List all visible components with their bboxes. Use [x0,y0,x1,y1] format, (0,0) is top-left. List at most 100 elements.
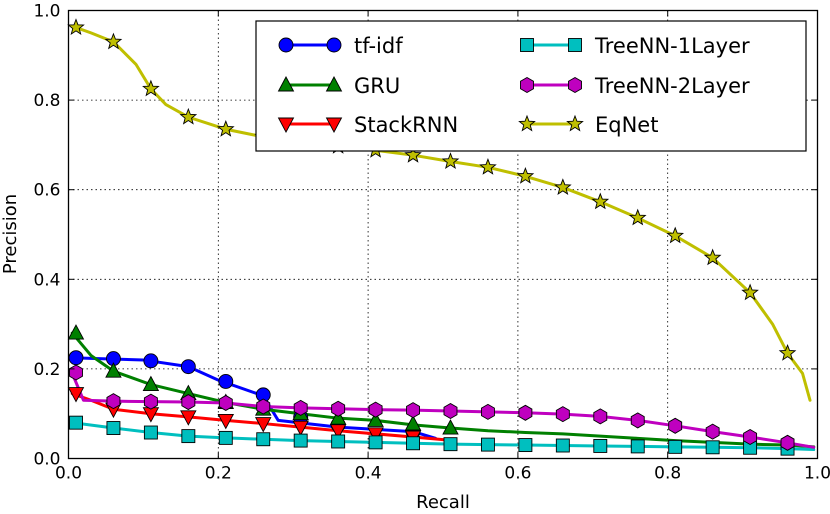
y-tick-label: 0.2 [33,360,60,380]
data-point-treenn-1layer [293,433,308,448]
data-point-stackrnn [217,413,235,430]
legend-marker-treenn-2layer [520,76,534,94]
legend: tf-idf GRU StackRNN TreeNN-1Layer TreeNN-2La… [255,20,807,152]
x-tick-label: 0.0 [55,464,82,484]
data-point-eqnet [591,192,610,210]
data-point-tf-idf [180,359,196,375]
data-point-treenn-2layer [555,406,570,423]
data-point-eqnet [778,343,797,361]
data-point-treenn-2layer [668,417,683,434]
series-markers [67,18,797,456]
x-tick-label: 1.0 [804,464,830,484]
y-tick-label: 1.0 [33,2,60,22]
data-point-treenn-1layer [630,439,645,454]
data-point-treenn-2layer [518,404,533,421]
data-point-treenn-2layer [331,400,346,417]
y-tick-label: 0.4 [33,270,60,290]
data-point-treenn-1layer [143,425,158,440]
axis-ticks [68,10,818,459]
data-point-treenn-2layer [593,408,608,425]
data-point-eqnet [703,248,722,266]
data-point-gru [67,324,85,340]
data-point-stackrnn [254,417,272,433]
series-markers-stackrnn [67,387,422,446]
data-point-treenn-2layer [743,428,758,446]
data-point-treenn-1layer [480,437,495,452]
data-point-eqnet [67,18,85,36]
x-tick-label: 0.6 [504,464,531,484]
data-point-treenn-1layer [218,430,233,445]
legend-marker-gru [277,76,295,92]
data-point-eqnet [479,158,497,175]
x-axis-label: Recall [416,492,470,513]
data-point-tf-idf [68,350,84,366]
data-point-treenn-1layer [518,438,533,453]
data-point-treenn-2layer [106,393,121,410]
y-axis-label: Precision [0,194,21,274]
data-point-treenn-1layer [69,415,83,430]
legend-marker-gru [325,76,343,92]
legend-marker-treenn-2layer [568,76,582,94]
legend-label-stackrnn: StackRNN [354,113,458,137]
legend-label-eqnet: EqNet [595,113,658,137]
legend-item-eqnet: EqNet [518,113,658,137]
data-point-treenn-1layer [555,438,570,453]
data-point-treenn-1layer [106,421,121,435]
data-point-eqnet [142,79,160,97]
data-point-treenn-1layer [331,434,346,449]
legend-marker-treenn-1layer [520,38,534,52]
data-point-tf-idf [143,353,159,369]
series-markers-treenn-2layer [69,364,795,451]
data-point-treenn-1layer [256,432,271,447]
data-point-treenn-2layer [443,402,458,420]
data-point-gru [329,409,347,425]
data-point-eqnet [441,152,460,169]
data-point-eqnet [554,178,572,195]
data-point-treenn-2layer [705,423,720,440]
data-point-treenn-1layer [593,439,608,453]
data-point-treenn-2layer [480,403,495,420]
x-tick-label: 0.8 [654,464,681,484]
data-point-treenn-1layer [668,439,683,454]
legend-marker-stackrnn [277,117,295,133]
legend-item-treenn-1layer: TreeNN-1Layer [520,34,750,58]
data-point-stackrnn [292,420,309,437]
legend-marker-eqnet [566,114,584,132]
data-point-tf-idf [218,373,234,389]
data-point-gru [142,375,160,392]
legend-item-treenn-2layer: TreeNN-2Layer [520,74,750,98]
y-tick-label: 0.0 [33,450,60,470]
data-point-eqnet [516,166,535,184]
data-point-gru [367,411,384,427]
data-point-eqnet [666,226,685,244]
data-point-treenn-2layer [406,402,420,419]
legend-label-tf-idf: tf-idf [354,34,403,58]
data-point-treenn-2layer [181,394,196,411]
data-point-treenn-1layer [705,440,720,455]
data-point-eqnet [216,119,235,137]
data-point-gru [404,415,422,431]
data-point-eqnet [628,208,647,226]
data-point-treenn-2layer [780,434,795,451]
legend-label-treenn-2layer: TreeNN-2Layer [594,74,750,98]
series-markers-treenn-1layer [69,415,795,456]
tick-labels: 0.0 0.2 0.4 0.6 0.8 1.0 0.0 0.2 0.4 0.6 0.8 1.0 [33,2,830,484]
legend-marker-tf-idf [326,37,342,53]
data-point-eqnet [104,32,123,50]
data-point-stackrnn [67,387,85,403]
data-point-treenn-2layer [368,401,383,418]
legend-marker-eqnet [518,114,536,132]
y-tick-label: 0.8 [33,91,60,111]
data-point-stackrnn [367,427,384,443]
data-point-gru [105,362,122,378]
data-point-treenn-2layer [69,364,83,381]
legend-item-tf-idf: tf-idf [278,34,403,58]
data-point-gru [442,419,459,435]
legend-label-treenn-1layer: TreeNN-1Layer [594,34,750,58]
x-tick-label: 0.2 [205,464,232,484]
legend-item-gru: GRU [277,74,400,98]
data-point-treenn-1layer [443,437,458,452]
data-point-eqnet [404,145,422,163]
data-point-treenn-2layer [630,412,645,429]
